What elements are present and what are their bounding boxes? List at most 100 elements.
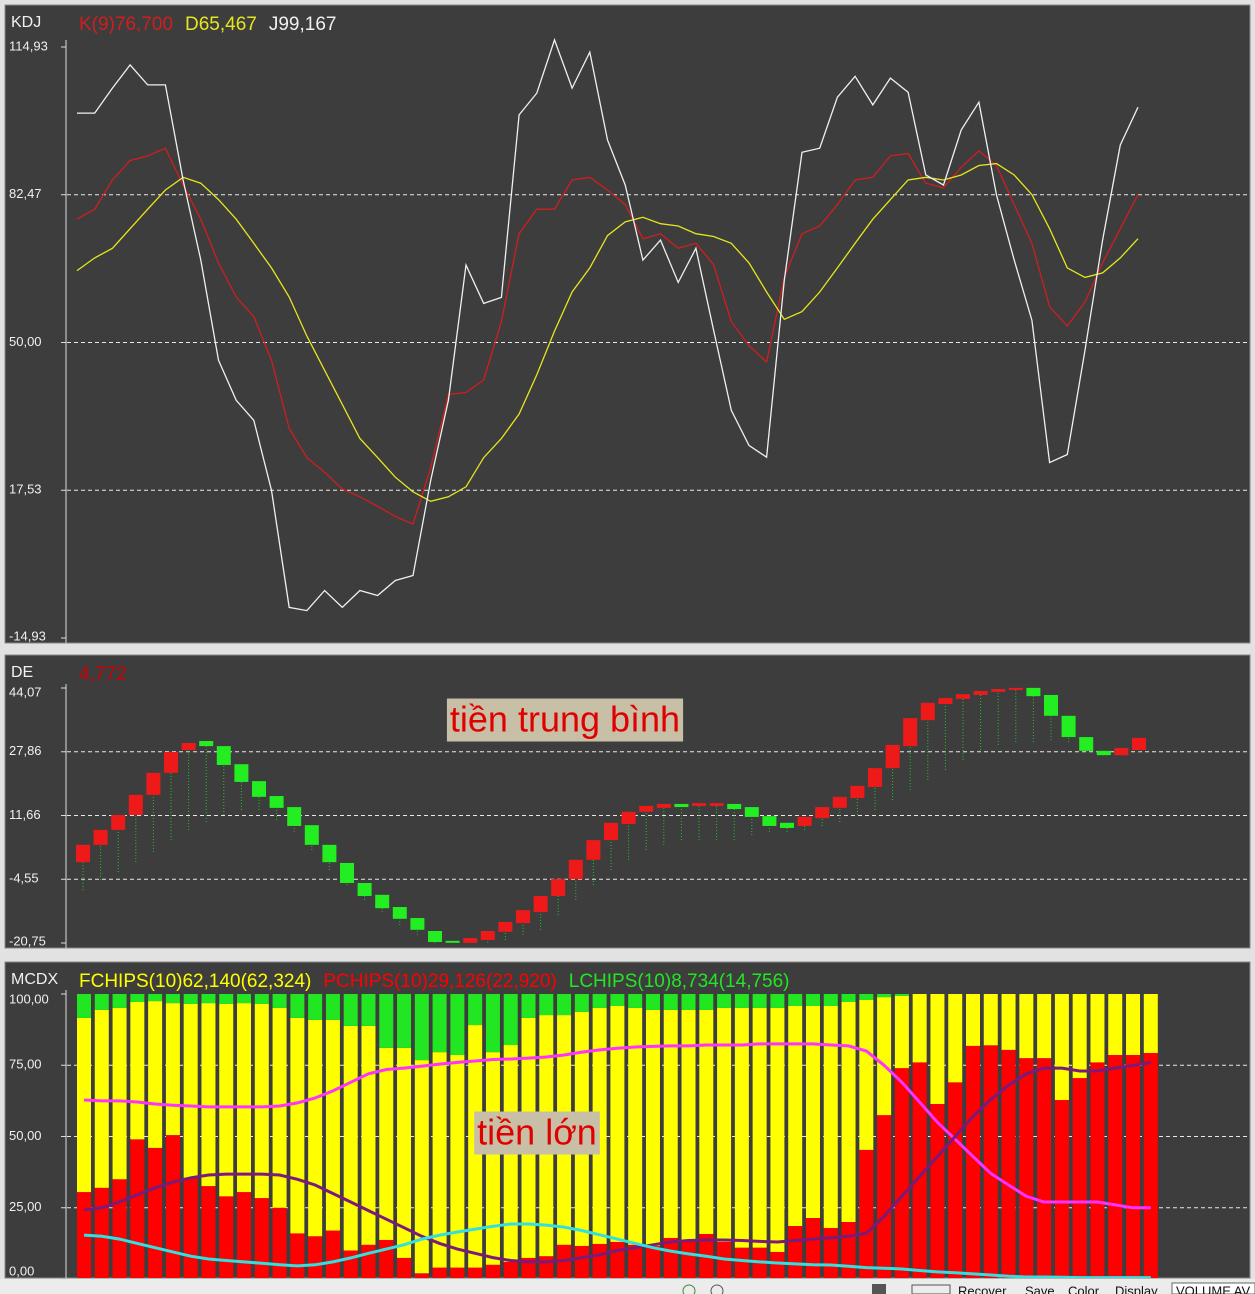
bar-segment	[379, 994, 394, 1048]
bar-segment	[681, 1239, 696, 1278]
candle-body	[146, 772, 161, 795]
bar-segment	[272, 1207, 287, 1278]
bar-segment	[1126, 994, 1141, 1055]
y-tick-label: -20,75	[9, 933, 46, 948]
bar-segment	[468, 1267, 483, 1278]
bar-segment	[432, 1052, 447, 1268]
bar-segment	[237, 994, 252, 1004]
bar-segment	[343, 1025, 358, 1251]
candle-body	[797, 816, 812, 826]
bar-segment	[805, 1005, 820, 1219]
bar-segment	[734, 1007, 749, 1248]
bar-segment	[94, 994, 109, 1010]
candle-body	[357, 883, 372, 896]
candle-body	[991, 689, 1006, 692]
bar-segment	[325, 994, 340, 1020]
bar-segment	[219, 994, 234, 1004]
candle-body	[480, 931, 495, 941]
y-tick-label: 0,00	[9, 1263, 34, 1278]
candle-body	[868, 768, 882, 788]
bar-segment	[717, 1007, 732, 1242]
bar-segment	[663, 1009, 678, 1238]
scroll-icon[interactable]	[872, 1284, 886, 1294]
candle-body	[392, 907, 407, 919]
bar-segment	[788, 1225, 803, 1278]
bar-segment	[450, 1054, 465, 1268]
candle-body	[780, 822, 794, 828]
toolbar-button[interactable]: Save	[1025, 1283, 1055, 1294]
bar-segment	[272, 994, 287, 1008]
bar-segment	[859, 1149, 874, 1278]
candle-body	[252, 781, 266, 797]
y-tick-label: 25,00	[9, 1199, 42, 1214]
bar-segment	[574, 1245, 589, 1278]
candle-body	[903, 718, 918, 747]
line	[76, 147, 1139, 525]
bar-segment	[485, 1052, 500, 1265]
candle-body	[533, 895, 548, 913]
bar-segment	[877, 997, 892, 1116]
bar-segment	[1019, 1058, 1034, 1278]
bar-segment	[574, 994, 589, 1012]
bar-segment	[432, 1267, 447, 1278]
candle-body	[128, 794, 143, 815]
bar-segment	[930, 994, 945, 1105]
bar-segment	[628, 1244, 643, 1278]
candle-body	[885, 744, 900, 769]
line	[83, 1060, 1152, 1264]
annotation: tiền lớn	[477, 1112, 597, 1153]
bar-segment	[503, 1261, 518, 1278]
candle-body	[287, 807, 302, 826]
bar-segment	[823, 1227, 838, 1278]
bar-segment	[290, 1233, 305, 1278]
bar-segment	[1037, 994, 1052, 1059]
candle-body	[656, 803, 671, 808]
toolbar-button[interactable]: Recover	[958, 1283, 1007, 1294]
candle-body	[516, 910, 530, 924]
bar-segment	[254, 1198, 269, 1278]
bar-segment	[966, 994, 980, 1046]
candle-body	[428, 931, 442, 943]
tab-label[interactable]: VOLUME AV	[1176, 1283, 1251, 1294]
bar-segment	[663, 1237, 678, 1278]
bar-segment	[788, 994, 803, 1006]
bar-segment	[912, 994, 927, 1063]
candle-body	[762, 816, 777, 826]
bar-segment	[201, 994, 216, 1004]
bar-segment	[485, 1264, 500, 1278]
line	[77, 37, 1139, 612]
bar-segment	[805, 1218, 820, 1278]
bar-segment	[841, 994, 856, 1002]
candle-body	[621, 811, 636, 824]
bar-segment	[1143, 1052, 1158, 1278]
bar-segment	[645, 1245, 660, 1278]
bar-segment	[183, 1003, 198, 1178]
candle-body	[216, 746, 231, 765]
candle-body	[1026, 687, 1041, 697]
candle-body	[744, 807, 759, 817]
candle-body	[76, 844, 90, 863]
bar-segment	[130, 1001, 145, 1140]
bar-segment	[645, 994, 660, 1010]
bar-segment	[343, 1250, 358, 1278]
bar-segment	[521, 994, 536, 1018]
toolbar-button[interactable]: Display	[1115, 1283, 1158, 1294]
bar-segment	[450, 1267, 465, 1278]
bar-segment	[610, 1005, 625, 1242]
zoom-out-icon[interactable]	[710, 1284, 724, 1294]
bar-segment	[290, 994, 305, 1018]
plot-area	[77, 994, 1158, 1278]
toolbar-button[interactable]: Color	[1068, 1283, 1100, 1294]
candle-body	[832, 796, 847, 808]
slider[interactable]	[911, 1284, 951, 1294]
candle-body	[498, 921, 513, 932]
candle-body	[111, 814, 126, 830]
zoom-in-icon[interactable]	[682, 1284, 696, 1294]
y-tick-label: 44,07	[9, 684, 42, 699]
tab[interactable]	[1171, 1282, 1255, 1294]
y-tick-label: 75,00	[9, 1057, 42, 1072]
bar-segment	[628, 1007, 643, 1245]
bar-segment	[1108, 994, 1123, 1055]
candle-body	[164, 752, 178, 773]
bar-segment	[254, 1003, 269, 1199]
